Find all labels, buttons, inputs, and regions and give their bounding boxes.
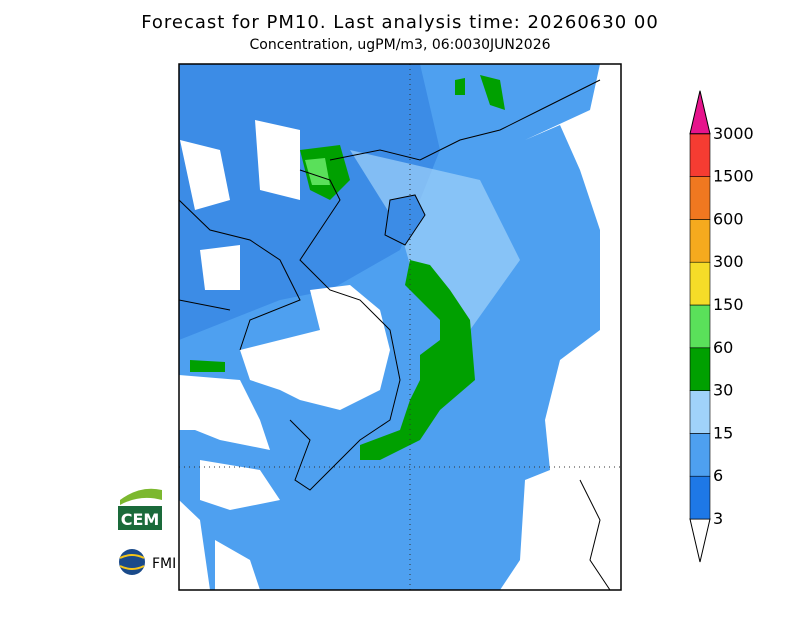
colorbar-label: 6 xyxy=(713,466,723,485)
colorbar-label: 30 xyxy=(713,381,733,400)
colorbar-segment xyxy=(689,176,711,220)
fmi-logo: FMI xyxy=(119,549,176,575)
colorbar-segment xyxy=(689,475,711,520)
colorbar-segment xyxy=(689,219,711,263)
cem-text: CEM xyxy=(121,510,160,529)
colorbar-segment xyxy=(689,518,711,563)
colorbar-segment xyxy=(689,304,711,349)
colorbar-label: 15 xyxy=(713,423,733,442)
colorbar-segment xyxy=(689,433,711,477)
colorbar: 3 6 15 30 60 150 300 600 1500 3000 xyxy=(689,90,754,563)
colorbar-label: 1500 xyxy=(713,167,754,186)
colorbar-segment xyxy=(689,133,711,177)
subtitle: Concentration, ugPM/m3, 06:0030JUN2026 xyxy=(249,37,550,53)
colorbar-label: 3000 xyxy=(713,124,754,143)
colorbar-segment xyxy=(689,347,711,391)
colorbar-label: 600 xyxy=(713,209,744,228)
colorbar-label: 60 xyxy=(713,338,733,357)
colorbar-segment xyxy=(689,390,711,434)
colorbar-label: 150 xyxy=(713,295,744,314)
cem-logo: CEM xyxy=(118,486,162,530)
fmi-text: FMI xyxy=(152,556,176,572)
colorbar-segment xyxy=(689,261,711,306)
colorbar-label: 3 xyxy=(713,509,723,528)
title: Forecast for PM10. Last analysis time: 2… xyxy=(141,12,659,33)
map xyxy=(178,63,622,591)
colorbar-segment xyxy=(689,90,711,135)
colorbar-label: 300 xyxy=(713,252,744,271)
